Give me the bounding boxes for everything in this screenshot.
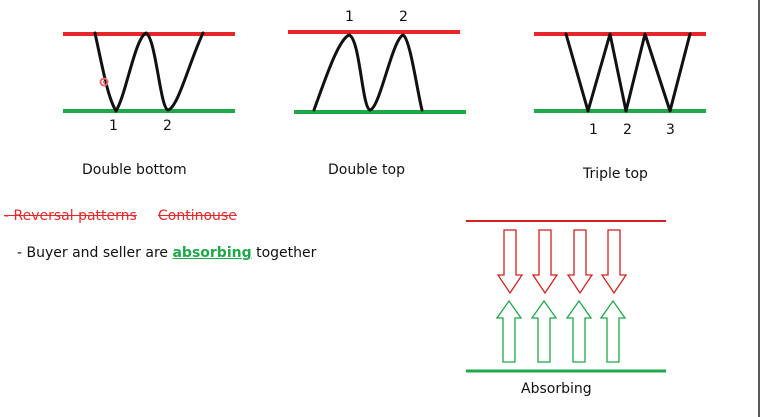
double-bottom-curve (93, 31, 205, 113)
triple-top-label: Triple top (583, 166, 648, 182)
double-bottom-diagram (63, 31, 235, 113)
down-arrow-icon (496, 229, 524, 295)
triple-top-diagram (534, 32, 706, 113)
double-top-point-1: 1 (345, 9, 354, 25)
double-top-curve (312, 33, 424, 112)
window-border (758, 0, 760, 417)
triple-top-point-1: 1 (589, 122, 598, 138)
absorbing-note: - Buyer and seller are absorbing togethe… (17, 245, 316, 261)
sell-arrows (496, 229, 628, 295)
down-arrow-icon (600, 229, 628, 295)
double-bottom-point-2: 2 (163, 118, 172, 134)
buy-arrows (495, 299, 627, 363)
absorbing-label: Absorbing (521, 381, 592, 397)
reversal-patterns-note: - Reversal patterns (4, 208, 137, 224)
triple-top-point-2: 2 (623, 122, 632, 138)
double-bottom-point-1: 1 (109, 118, 118, 134)
cursor-dot-center (102, 80, 106, 84)
double-top-point-2: 2 (399, 9, 408, 25)
absorbing-note-suffix: together (251, 245, 317, 261)
up-arrow-icon (565, 299, 593, 363)
up-arrow-icon (495, 299, 523, 363)
continuous-note: Continouse (158, 208, 237, 224)
absorbing-highlight: absorbing (172, 245, 252, 261)
up-arrow-icon (530, 299, 558, 363)
down-arrow-icon (531, 229, 559, 295)
absorbing-diagram (466, 220, 666, 373)
triple-top-zigzag (564, 32, 692, 113)
triple-top-point-3: 3 (666, 122, 675, 138)
up-arrow-icon (599, 299, 627, 363)
double-top-label: Double top (328, 162, 405, 178)
absorbing-note-prefix: - Buyer and seller are (17, 245, 173, 261)
down-arrow-icon (566, 229, 594, 295)
cursor-dot (99, 77, 109, 87)
double-top-diagram (288, 30, 466, 114)
double-bottom-label: Double bottom (82, 162, 187, 178)
